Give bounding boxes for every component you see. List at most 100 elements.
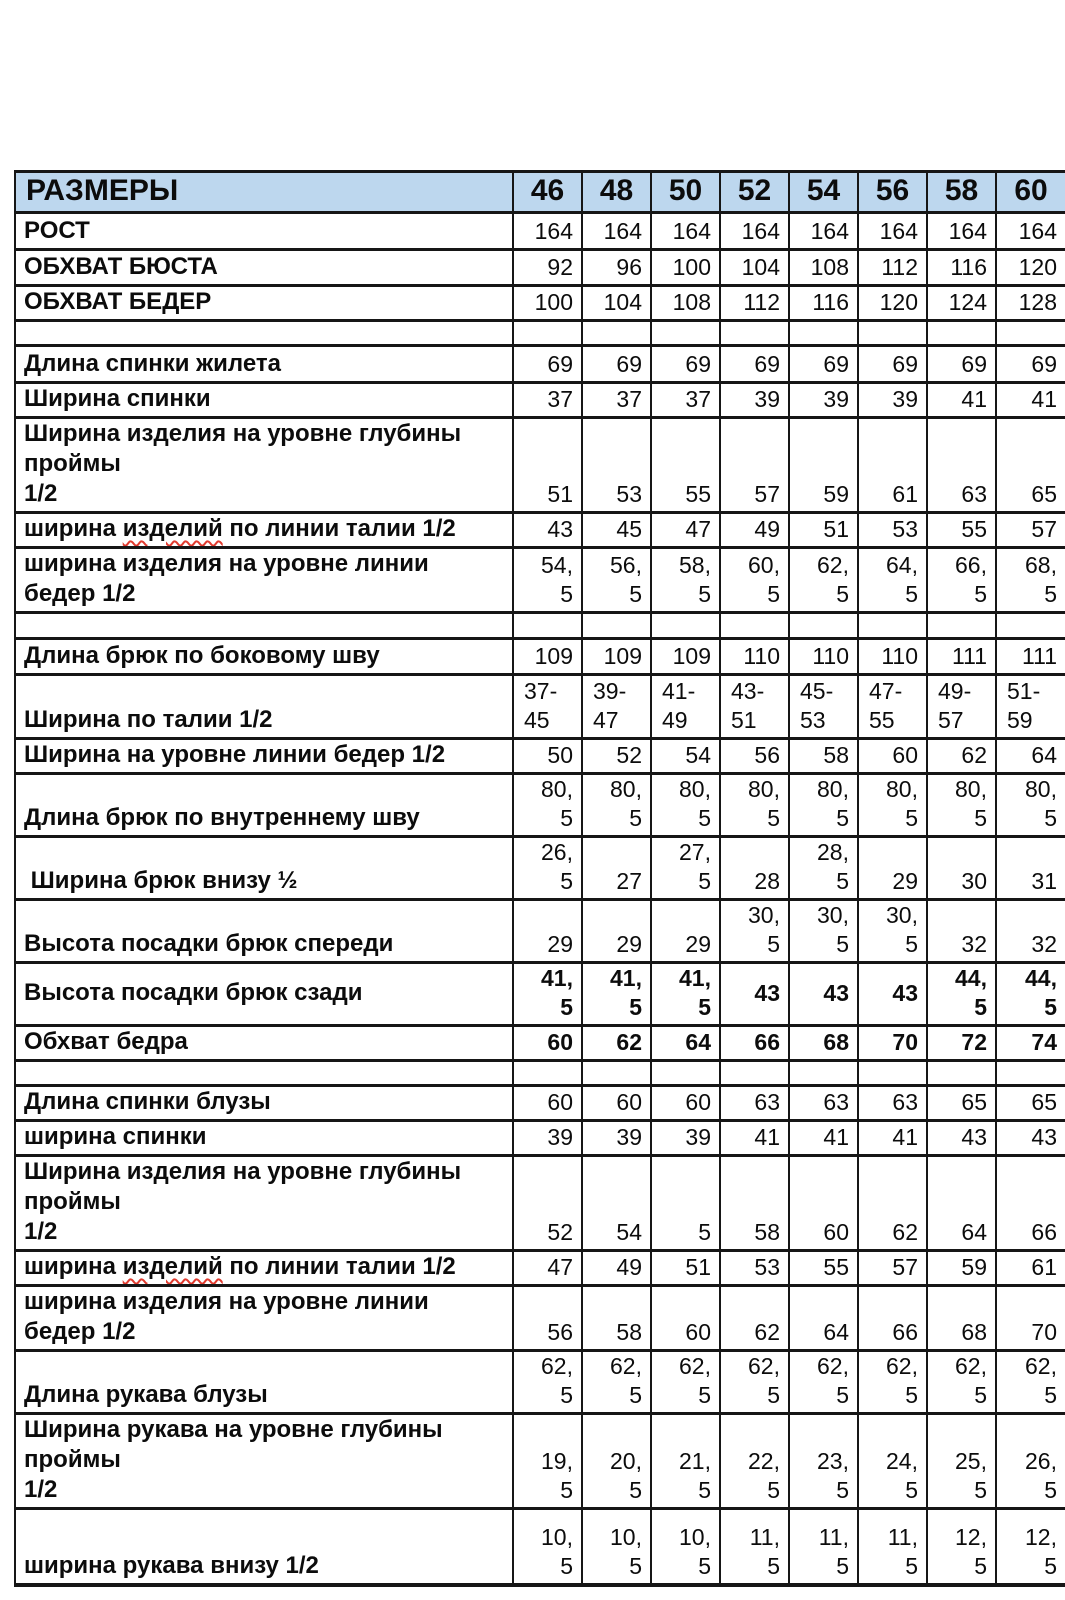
size-value-cell: 30, 5	[857, 898, 928, 964]
table-row: Высота посадки брюк спереди 29 29 29 30, 5 30…	[14, 898, 1065, 964]
row-label-text: ширина	[24, 515, 123, 543]
size-value-cell: 69	[581, 344, 652, 384]
table-row: ширина изделия на уровне линии бедер 1/2…	[14, 546, 1065, 614]
size-value-cell: 57	[857, 1249, 928, 1287]
size-value-cell: 19, 5	[512, 1412, 583, 1510]
size-column-header: 50	[650, 170, 721, 214]
size-value-cell	[926, 611, 997, 640]
size-value-cell: 47	[512, 1249, 583, 1287]
size-value-cell: 58	[719, 1154, 790, 1252]
size-value-cell: 30, 5	[788, 898, 859, 964]
size-value-cell: 92	[512, 248, 583, 287]
row-label: Ширина по талии 1/2	[14, 673, 514, 740]
row-label-text: ширина	[24, 1253, 123, 1281]
table-row: ширина рукава внизу 1/2 10, 5 10, 5 10, 5 11…	[14, 1507, 1065, 1587]
size-value-cell: 112	[719, 284, 790, 322]
size-value-cell: 31	[995, 835, 1065, 901]
size-value-cell	[857, 611, 928, 640]
size-value-cell: 104	[719, 248, 790, 287]
size-value-cell: 69	[719, 344, 790, 384]
row-label: ширина изделий по линии талии 1/2	[14, 511, 514, 549]
spacer-row	[14, 319, 1065, 347]
size-value-cell: 60	[650, 1284, 721, 1352]
size-value-cell: 65	[995, 1084, 1065, 1122]
size-value-cell: 110	[788, 637, 859, 676]
size-value-cell: 12, 5	[926, 1507, 997, 1587]
size-value-cell: 62, 5	[581, 1349, 652, 1415]
size-column-header: 56	[857, 170, 928, 214]
size-value-cell: 63	[926, 416, 997, 514]
size-value-cell: 80, 5	[512, 772, 583, 838]
size-value-cell	[857, 1059, 928, 1087]
size-value-cell: 110	[719, 637, 790, 676]
size-value-cell: 96	[581, 248, 652, 287]
row-label: ОБХВАТ БЮСТА	[14, 248, 514, 287]
size-value-cell: 41, 5	[512, 961, 583, 1027]
size-value-cell: 49	[581, 1249, 652, 1287]
size-value-cell	[719, 1059, 790, 1087]
size-value-cell: 109	[650, 637, 721, 676]
size-value-cell: 53	[581, 416, 652, 514]
size-value-cell: 164	[926, 211, 997, 251]
size-value-cell: 59	[788, 416, 859, 514]
table-row: Длина спинки блузы 60 60 60 63 63 63 65 65	[14, 1084, 1065, 1122]
size-value-cell: 30	[926, 835, 997, 901]
size-value-cell: 69	[995, 344, 1065, 384]
size-value-cell: 53	[719, 1249, 790, 1287]
size-value-cell: 116	[926, 248, 997, 287]
size-value-cell: 111	[995, 637, 1065, 676]
size-value-cell: 51	[788, 511, 859, 549]
size-value-cell: 11, 5	[788, 1507, 859, 1587]
size-value-cell: 62	[926, 737, 997, 775]
size-value-cell: 57	[995, 511, 1065, 549]
table-row: Ширина рукава на уровне глубины проймы 1…	[14, 1412, 1065, 1510]
size-value-cell: 69	[926, 344, 997, 384]
size-value-cell	[719, 611, 790, 640]
table-row: ширина изделия на уровне линии бедер 1/2…	[14, 1284, 1065, 1352]
size-value-cell: 72	[926, 1024, 997, 1062]
size-value-cell: 41	[857, 1119, 928, 1157]
row-label: Ширина спинки	[14, 381, 514, 419]
size-value-cell: 164	[857, 211, 928, 251]
row-label: Длина рукава блузы	[14, 1349, 514, 1415]
size-value-cell: 45	[581, 511, 652, 549]
size-value-cell: 66	[857, 1284, 928, 1352]
size-value-cell: 57	[719, 416, 790, 514]
table-row: Длина рукава блузы 62, 5 62, 5 62, 5 62, 5 62…	[14, 1349, 1065, 1415]
size-value-cell: 62, 5	[788, 1349, 859, 1415]
size-value-cell	[512, 1059, 583, 1087]
size-value-cell: 5	[650, 1154, 721, 1252]
size-value-cell: 60	[512, 1084, 583, 1122]
header-row: РАЗМЕРЫ 46 48 50 52 54 56 58 60	[14, 170, 1065, 214]
size-value-cell: 41, 5	[581, 961, 652, 1027]
size-value-cell: 120	[857, 284, 928, 322]
size-value-cell: 51	[512, 416, 583, 514]
size-value-cell: 69	[788, 344, 859, 384]
size-value-cell: 80, 5	[650, 772, 721, 838]
size-value-cell: 55	[926, 511, 997, 549]
size-value-cell: 62, 5	[857, 1349, 928, 1415]
size-value-cell: 112	[857, 248, 928, 287]
row-label: Длина брюк по боковому шву	[14, 637, 514, 676]
size-value-cell: 43	[857, 961, 928, 1027]
size-value-cell: 80, 5	[581, 772, 652, 838]
row-label	[14, 1059, 514, 1087]
size-value-cell: 111	[926, 637, 997, 676]
size-value-cell	[719, 319, 790, 347]
size-value-cell: 55	[788, 1249, 859, 1287]
row-label	[14, 319, 514, 347]
size-value-cell: 11, 5	[719, 1507, 790, 1587]
table-row: ширина изделий по линии талии 1/2 47 49 51 5…	[14, 1249, 1065, 1287]
size-value-cell: 24, 5	[857, 1412, 928, 1510]
size-value-cell: 62, 5	[788, 546, 859, 614]
size-value-cell: 45- 53	[788, 673, 859, 740]
size-value-cell: 39	[581, 1119, 652, 1157]
row-label: Ширина изделия на уровне глубины проймы …	[14, 1154, 514, 1252]
row-label: ширина изделия на уровне линии бедер 1/2	[14, 546, 514, 614]
size-value-cell	[650, 319, 721, 347]
size-value-cell: 109	[512, 637, 583, 676]
row-label: ширина изделий по линии талии 1/2	[14, 1249, 514, 1287]
size-value-cell: 41- 49	[650, 673, 721, 740]
size-value-cell: 65	[995, 416, 1065, 514]
